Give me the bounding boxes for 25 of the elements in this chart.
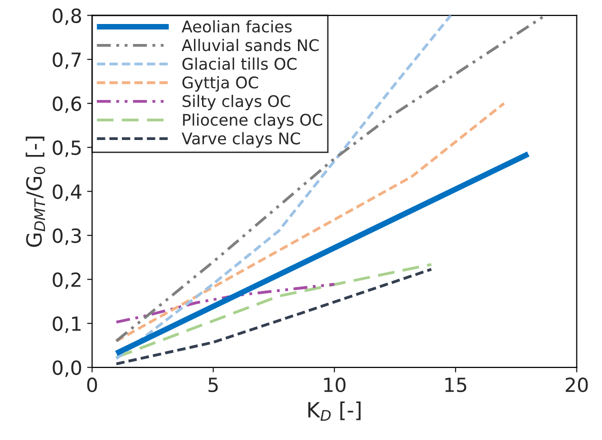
x-tick-label: 20 <box>566 377 588 392</box>
x-tick-label: 5 <box>208 378 218 392</box>
line-series <box>114 282 336 324</box>
x-tick-label: 0 <box>87 377 97 392</box>
legend-label: Glacial tills OC <box>182 57 297 70</box>
y-tick-label: 0,3 <box>52 228 81 246</box>
x-tick-label: 15 <box>445 378 466 392</box>
y-tick-label: 0,5 <box>52 140 81 158</box>
legend-label: Gyttja OC <box>182 76 258 92</box>
x-axis-title: K$_{D}$ [-] <box>308 401 361 421</box>
legend-label: Varve clays NC <box>182 132 300 148</box>
y-tick-label: 0,2 <box>52 272 80 290</box>
y-axis-title: G$_{DMT}$/G$_{0}$ [-] <box>26 136 46 247</box>
y-tick-label: 0,4 <box>52 184 82 202</box>
legend-label: Alluvial sands NC <box>182 38 319 52</box>
y-tick-label: 0,7 <box>52 52 81 70</box>
x-tick-label: 10 <box>324 377 346 392</box>
line-series <box>114 15 452 360</box>
y-tick-label: 0,8 <box>52 8 82 26</box>
legend-label: Pliocene clays OC <box>183 113 322 129</box>
legend-label: Silty clays OC <box>182 94 290 110</box>
y-tick-label: 0,1 <box>52 316 81 334</box>
y-tick-label: 0,0 <box>52 360 82 378</box>
y-tick-label: 0,6 <box>52 96 82 114</box>
legend-label: Aeolian facies <box>182 20 292 33</box>
